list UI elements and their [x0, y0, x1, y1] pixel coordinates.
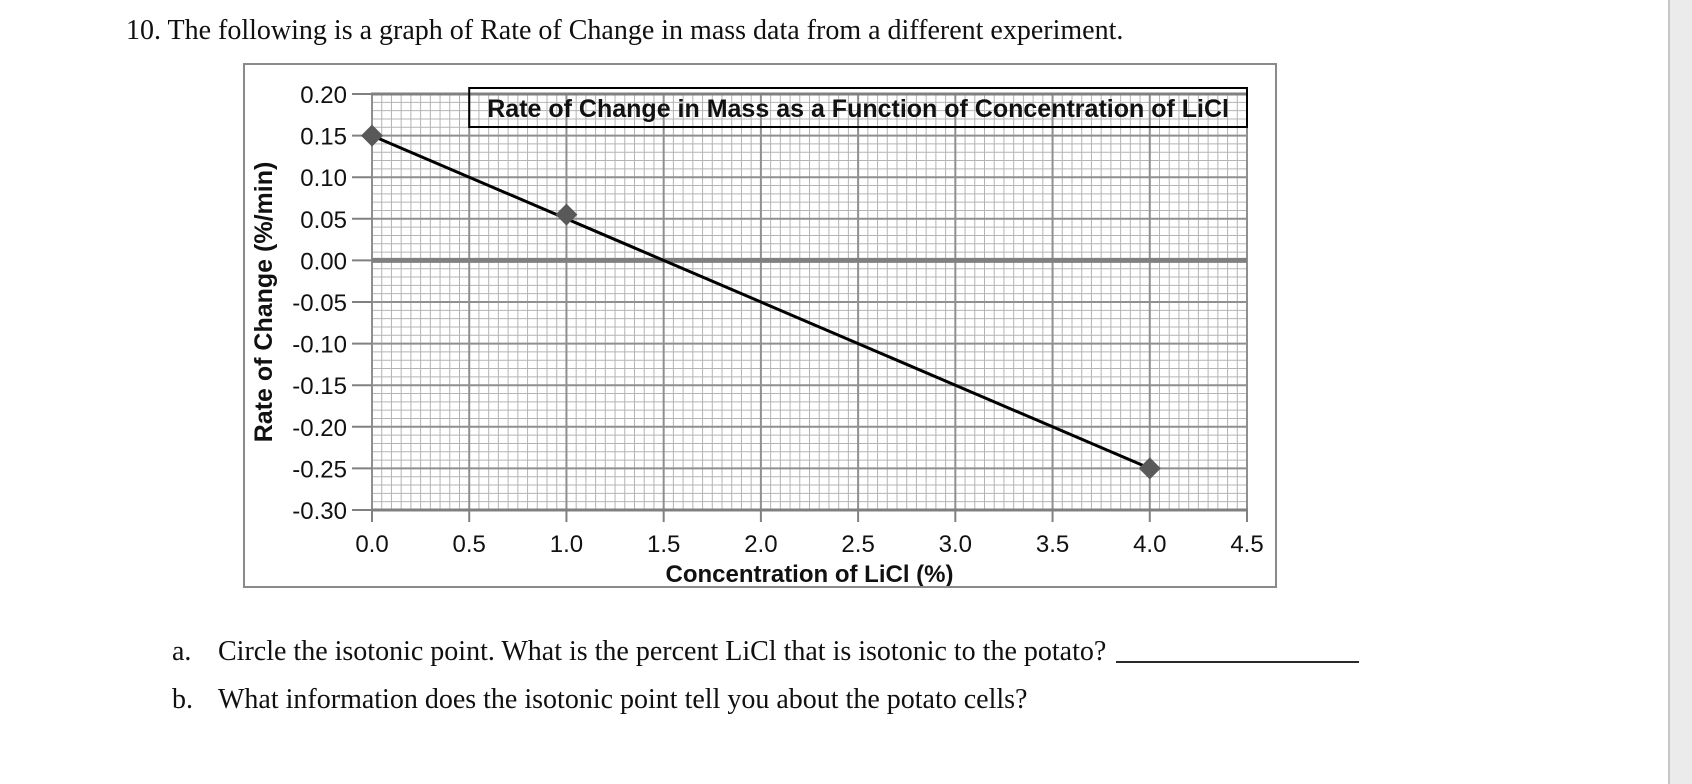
- x-tick-label: 0.5: [453, 531, 486, 558]
- y-tick-label: 0.20: [300, 82, 347, 109]
- trend-line: [371, 134, 1151, 470]
- y-tick-label: 0.00: [300, 248, 347, 275]
- rate-of-change-chart: 0.20 0.15 0.10 0.05 0.00 -0.05 -0.10 -0.15 -0.20…: [243, 63, 1277, 588]
- chart-canvas: 0.20 0.15 0.10 0.05 0.00 -0.05 -0.10 -0.15 -0.20…: [250, 82, 1264, 586]
- y-tick-label: 0.05: [300, 207, 347, 234]
- y-tick-label: 0.10: [300, 165, 347, 192]
- question-a-label: a.: [172, 636, 192, 667]
- chart-title: Rate of Change in Mass as a Function of …: [487, 95, 1229, 123]
- y-tick-label: -0.20: [292, 415, 347, 442]
- x-tick-label: 3.5: [1036, 531, 1069, 558]
- question-a-text: Circle the isotonic point. What is the p…: [218, 636, 1107, 667]
- x-tick-label: 1.5: [647, 531, 680, 558]
- y-tick-label: -0.25: [292, 456, 347, 483]
- x-tick-label: 4.5: [1230, 531, 1263, 558]
- y-tick-label: -0.30: [292, 498, 347, 525]
- y-tick-label: -0.05: [292, 290, 347, 317]
- x-tick-label: 2.0: [744, 531, 777, 558]
- y-tick-label: 0.15: [300, 124, 347, 151]
- question-b-label: b.: [172, 684, 193, 715]
- page-edge-shadow: [1668, 0, 1692, 784]
- y-tick-label: -0.15: [292, 373, 347, 400]
- x-tick-label: 3.0: [939, 531, 972, 558]
- question-header: 10. The following is a graph of Rate of …: [126, 15, 1124, 46]
- question-b-text: What information does the isotonic point…: [218, 684, 1028, 715]
- data-point: [1138, 457, 1161, 480]
- x-axis-title: Concentration of LiCl (%): [666, 561, 954, 586]
- chart-title-box: [468, 87, 1248, 128]
- question-b: b. What information does the isotonic po…: [172, 683, 1027, 717]
- answer-blank-line: [1116, 635, 1360, 663]
- data-point: [361, 124, 383, 147]
- data-point: [555, 203, 578, 226]
- x-tick-label: 0.0: [355, 531, 388, 558]
- y-axis-title: Rate of Change (%/min): [250, 162, 278, 443]
- x-tick-label: 1.0: [550, 531, 583, 558]
- question-a: a. Circle the isotonic point. What is th…: [172, 635, 1360, 669]
- x-tick-label: 2.5: [841, 531, 874, 558]
- x-tick-label: 4.0: [1133, 531, 1166, 558]
- y-tick-label: -0.10: [292, 332, 347, 359]
